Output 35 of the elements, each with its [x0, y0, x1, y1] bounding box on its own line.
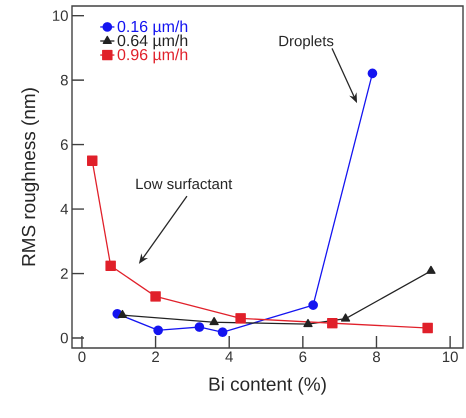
x-axis-title: Bi content (%)	[210, 376, 326, 395]
point	[118, 310, 128, 318]
y-tick-label: 0	[60, 332, 68, 344]
point	[422, 322, 433, 334]
legend-label: 0.96 µm/h	[118, 48, 188, 64]
point	[105, 260, 116, 272]
y-axis-title: RMS roughness (nm)	[21, 88, 40, 266]
y-tick-label: 8	[60, 74, 68, 86]
point	[303, 318, 313, 328]
x-tick-label: 10	[442, 352, 458, 362]
annotation: Droplets	[279, 35, 334, 50]
point	[210, 316, 219, 326]
point	[340, 313, 350, 322]
x-tick-label: 6	[299, 352, 306, 362]
point	[153, 325, 163, 336]
point	[87, 155, 98, 166]
legend-label: 0.16 µm/h	[118, 20, 188, 36]
point	[235, 313, 246, 324]
y-tick-label: 4	[60, 204, 68, 214]
x-tick-label: 4	[225, 352, 233, 362]
point	[426, 266, 436, 274]
y-tick-label: 2	[60, 268, 68, 279]
point	[368, 68, 378, 78]
x-tick-label: 8	[372, 352, 380, 362]
y-tick-label: 6	[60, 139, 68, 150]
point	[308, 300, 318, 310]
y-tick-label: 10	[53, 10, 68, 21]
legend-label: 0.64 µm/h	[118, 34, 188, 50]
point	[218, 327, 228, 338]
x-tick-label: 0	[78, 352, 86, 362]
point	[150, 291, 161, 302]
point	[327, 318, 338, 328]
x-tick-label: 2	[152, 352, 159, 362]
annotation: Low surfactant	[136, 178, 232, 190]
point	[194, 322, 204, 332]
